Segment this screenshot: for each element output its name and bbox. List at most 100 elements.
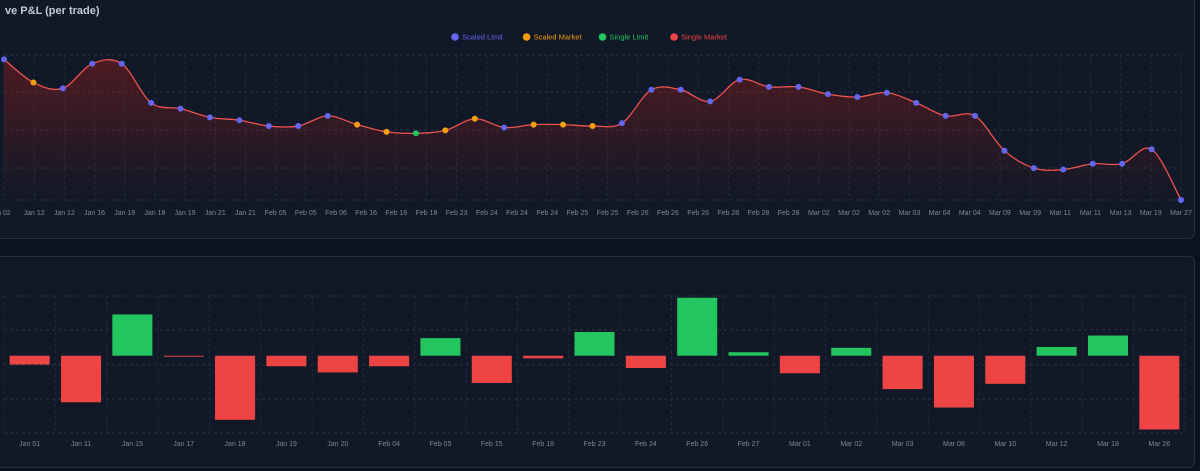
data-point xyxy=(589,123,596,130)
legend-label: Scaled Limit xyxy=(462,33,504,42)
bar xyxy=(933,355,974,408)
x-tick-label: Feb 28 xyxy=(717,210,739,217)
bars xyxy=(9,297,1180,430)
data-point xyxy=(677,86,684,93)
x-tick-label: Jan 12 xyxy=(54,210,75,217)
data-point xyxy=(795,83,802,90)
x-tick-label: Mar 11 xyxy=(1080,210,1101,217)
x-tick-label: Feb 28 xyxy=(778,210,800,217)
bar xyxy=(625,355,666,369)
bar xyxy=(574,332,615,356)
x-tick-label: Mar 04 xyxy=(929,210,951,217)
bar xyxy=(317,355,358,373)
bar xyxy=(266,355,307,367)
data-point xyxy=(1001,147,1008,154)
x-tick-label: Mar 02 xyxy=(838,210,860,217)
x-tick-label: Feb 16 xyxy=(355,210,377,217)
bar xyxy=(9,355,50,365)
x-tick-label: Jan 11 xyxy=(71,441,92,448)
bar xyxy=(1036,346,1077,356)
legend-marker xyxy=(451,33,459,41)
legend-marker xyxy=(598,33,607,41)
legend-marker xyxy=(670,33,678,41)
legend-label: Single Limit xyxy=(610,33,650,42)
x-tick-label: Mar 19 xyxy=(1140,210,1162,217)
bar xyxy=(471,355,512,383)
bar xyxy=(1139,355,1180,430)
x-tick-label: Mar 02 xyxy=(808,210,830,217)
data-point xyxy=(383,128,390,135)
data-point xyxy=(118,60,125,67)
x-tick-label: Jan 21 xyxy=(205,210,226,217)
x-tick-label: Mar 13 xyxy=(1110,210,1132,217)
data-point xyxy=(883,89,890,96)
data-point xyxy=(648,86,655,93)
x-tick-label: Mar 04 xyxy=(959,210,981,217)
x-tick-label: Jan 12 xyxy=(24,210,45,217)
data-point xyxy=(1,56,7,63)
x-tick-label: Feb 25 xyxy=(597,210,619,217)
line-chart: Scaled Limit Scaled Market Single Limit Sin… xyxy=(0,33,1192,218)
chart-title: ve P&L (per trade) xyxy=(5,5,100,17)
x-tick-label: Feb 23 xyxy=(446,210,468,217)
x-tick-label: Mar 01 xyxy=(789,441,811,448)
data-point xyxy=(1119,160,1126,167)
x-tick-label: Mar 02 xyxy=(868,210,890,217)
bar-x-tick-labels: Jan 01 Jan 11 Jan 15 Jan 17 Jan 18 Jan 19 Jan … xyxy=(19,441,1170,448)
x-tick-label: Feb 26 xyxy=(657,210,679,217)
x-tick-label: Feb 05 xyxy=(265,210,287,217)
bar-grid xyxy=(3,295,1186,434)
data-point xyxy=(618,120,625,127)
bar xyxy=(112,314,153,356)
x-tick-label: Feb 16 xyxy=(385,210,407,217)
x-tick-label: n 02 xyxy=(0,210,11,217)
bar xyxy=(163,355,204,357)
x-tick-label: Jan 18 xyxy=(225,441,246,448)
data-point xyxy=(265,123,272,130)
data-point xyxy=(295,123,302,130)
data-point xyxy=(236,117,243,124)
x-tick-label: Feb 24 xyxy=(536,210,558,217)
data-point xyxy=(30,79,37,86)
x-tick-label: Mar 09 xyxy=(1019,210,1041,217)
data-point xyxy=(148,99,155,106)
x-tick-label: Mar 18 xyxy=(1097,441,1119,448)
legend-marker xyxy=(522,33,531,41)
x-tick-label: Feb 05 xyxy=(295,210,317,217)
x-tick-label: Jan 01 xyxy=(19,441,40,448)
x-tick-label: Mar 09 xyxy=(989,210,1011,217)
data-point xyxy=(89,60,96,67)
bar xyxy=(420,338,461,356)
x-tick-label: Feb 26 xyxy=(687,210,709,217)
x-tick-label: Feb 05 xyxy=(430,441,452,448)
x-tick-label: Mar 08 xyxy=(943,441,965,448)
bar xyxy=(1087,335,1129,356)
x-tick-label: Feb 26 xyxy=(627,210,649,217)
legend-label: Scaled Market xyxy=(534,33,583,42)
bar xyxy=(523,355,564,359)
x-tick-label: Mar 10 xyxy=(994,441,1016,448)
data-points xyxy=(1,56,1184,203)
x-tick-label: Mar 27 xyxy=(1170,210,1192,217)
bar xyxy=(831,347,872,356)
x-tick-label: Feb 24 xyxy=(506,210,528,217)
x-tick-labels: n 02 Jan 12 Jan 12 Jan 16 Jan 18 Jan 18 Jan 19… xyxy=(0,210,1192,217)
data-point xyxy=(177,105,184,112)
x-tick-label: Feb 18 xyxy=(416,210,438,217)
data-point xyxy=(442,127,449,134)
x-tick-label: Feb 28 xyxy=(748,210,770,217)
x-tick-label: Jan 16 xyxy=(84,210,105,217)
data-point xyxy=(59,85,66,92)
bar xyxy=(882,355,923,390)
data-point xyxy=(530,121,537,128)
data-point xyxy=(942,112,949,119)
data-point xyxy=(206,114,213,121)
data-point xyxy=(913,99,920,106)
data-point xyxy=(412,130,419,137)
data-point xyxy=(1030,165,1037,172)
data-point xyxy=(707,98,714,105)
data-point xyxy=(471,115,478,122)
x-tick-label: Mar 03 xyxy=(898,210,920,217)
x-tick-label: Jan 18 xyxy=(114,210,135,217)
bar xyxy=(677,297,718,356)
